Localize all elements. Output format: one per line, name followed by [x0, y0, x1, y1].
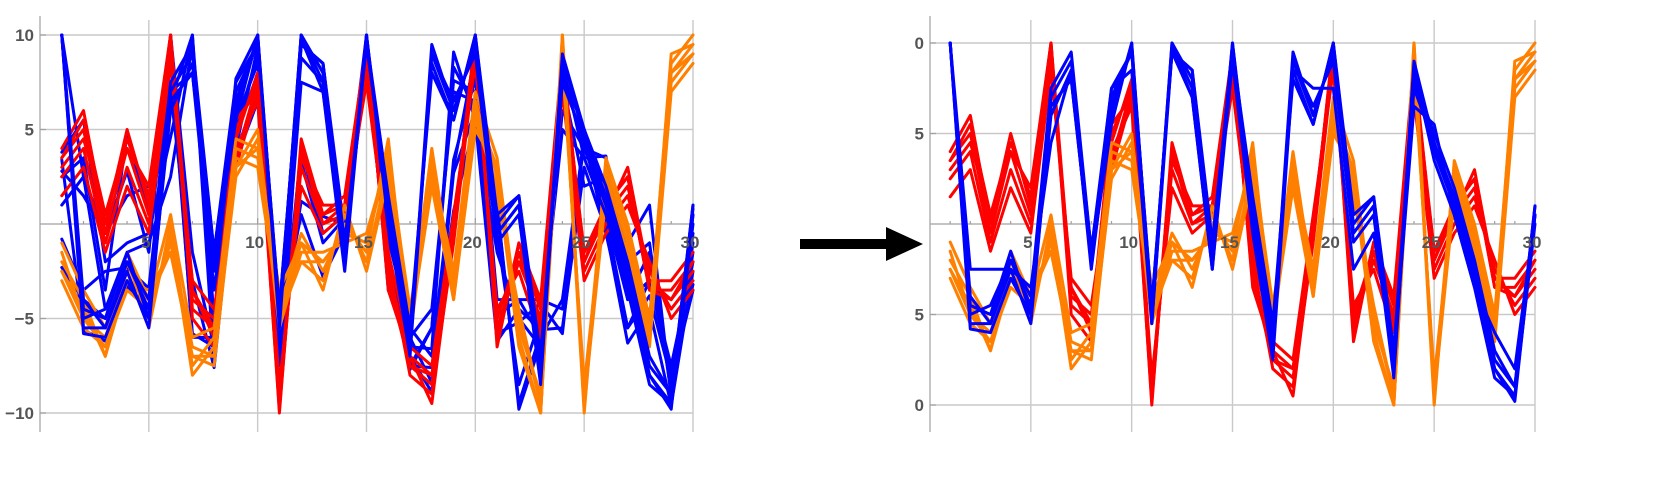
x-tick-label: 20 [1321, 233, 1340, 252]
series-line [948, 41, 1537, 389]
y-tick-label: −10 [5, 404, 34, 423]
y-tick-label: −5 [915, 306, 924, 325]
series-line [948, 41, 1537, 371]
x-tick-label: 25 [1422, 233, 1441, 252]
x-tick-label: 5 [141, 233, 150, 252]
series-line [948, 59, 1537, 407]
tick-labels: 5 10 15 20 25 30 −10 −5 5 10 [5, 26, 699, 423]
y-tick-label: −5 [15, 310, 34, 329]
x-tick-label: 5 [1023, 233, 1032, 252]
line-chart-left: 5 10 15 20 25 30 −10 −5 5 10 [5, 16, 699, 432]
y-tick-label: 5 [25, 121, 34, 140]
arrow-right-icon [800, 227, 923, 261]
x-tick-label: 15 [1220, 233, 1239, 252]
x-tick-label: 10 [1119, 233, 1138, 252]
x-tick-label: 30 [1523, 233, 1542, 252]
line-chart-right: 5 10 15 20 25 30 −10 −5 5 10 [915, 16, 1541, 432]
y-tick-label: 5 [915, 125, 924, 144]
series-line [60, 33, 695, 396]
x-tick-label: 30 [681, 233, 700, 252]
series-line [60, 52, 695, 415]
x-tick-label: 25 [572, 233, 591, 252]
y-tick-label: 10 [15, 26, 34, 45]
y-tick-label: 10 [915, 34, 924, 53]
series-line [60, 33, 695, 396]
tick-labels: 5 10 15 20 25 30 −10 −5 5 10 [915, 34, 1541, 415]
series-group [60, 33, 695, 415]
x-tick-label: 10 [245, 233, 264, 252]
series-group [948, 41, 1537, 407]
x-tick-label: 20 [463, 233, 482, 252]
x-tick-label: 15 [354, 233, 373, 252]
y-tick-label: −10 [915, 396, 924, 415]
